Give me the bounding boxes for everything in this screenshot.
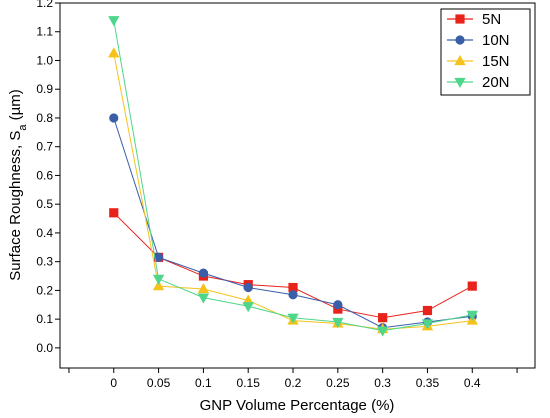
- data-point-20N: [376, 326, 389, 337]
- y-tick-label: 0.0: [36, 341, 53, 355]
- x-tick-label: 0.15: [237, 376, 261, 390]
- x-tick-label: 0.3: [374, 376, 391, 390]
- y-tick-label: 0.4: [36, 226, 53, 240]
- series-5N: [109, 208, 477, 323]
- series-line-5N: [113, 212, 473, 319]
- data-point-20N: [332, 317, 344, 329]
- y-tick-label: 0.6: [36, 168, 53, 182]
- data-point-20N: [287, 313, 299, 324]
- legend-label: 15N: [482, 53, 510, 70]
- data-point-20N: [197, 293, 210, 304]
- x-tick-label: 0.4: [464, 376, 481, 390]
- data-point-10N: [333, 300, 343, 310]
- x-tick-label: 0.1: [195, 376, 212, 390]
- y-tick-label: 0.7: [36, 140, 53, 154]
- data-point-20N: [152, 274, 165, 285]
- data-point-20N: [421, 319, 434, 330]
- y-tick-label: 1.2: [36, 0, 53, 10]
- y-tick-label: 0.2: [36, 283, 53, 297]
- y-tick-label: 1.1: [36, 25, 53, 39]
- series-20N: [108, 16, 478, 337]
- data-point-20N: [466, 310, 478, 321]
- data-point-10N: [243, 282, 253, 293]
- data-point-15N: [108, 47, 120, 58]
- data-point-15N: [197, 282, 210, 294]
- x-tick-label: 0.2: [285, 376, 302, 390]
- data-point-5N: [378, 313, 388, 323]
- x-tick-label: 0.35: [416, 376, 440, 390]
- y-tick-label: 0.1: [36, 312, 53, 326]
- legend-marker: [454, 77, 466, 89]
- y-tick-label: 0.3: [36, 255, 53, 269]
- data-point-5N: [467, 281, 477, 291]
- data-point-10N: [288, 290, 298, 300]
- legend-label: 5N: [482, 11, 501, 28]
- data-point-20N: [242, 302, 254, 313]
- legend-label: 10N: [482, 32, 510, 49]
- x-axis-title: GNP Volume Percentage (%): [200, 397, 395, 414]
- data-point-5N: [422, 305, 433, 316]
- y-tick-label: 0.5: [36, 197, 53, 211]
- x-tick-label: 0: [110, 376, 117, 390]
- data-point-15N: [152, 280, 165, 291]
- legend-marker: [455, 35, 465, 45]
- legend-marker: [454, 54, 466, 66]
- data-point-10N: [109, 113, 119, 123]
- data-point-20N: [108, 16, 120, 27]
- y-tick-label: 1.0: [36, 53, 53, 67]
- x-tick-label: 0.05: [147, 376, 171, 390]
- y-tick-label: 0.9: [36, 82, 53, 96]
- legend: 5N 10N 15N 20N: [440, 8, 531, 96]
- data-point-5N: [109, 208, 119, 218]
- series-10N: [109, 113, 477, 333]
- legend-marker: [455, 14, 465, 24]
- data-point-10N: [198, 268, 208, 278]
- x-tick-label: 0.25: [326, 376, 350, 390]
- y-tick-label: 0.8: [36, 111, 53, 125]
- y-axis-title: Surface Roughness, Sa (µm): [7, 89, 29, 281]
- plot-frame: [59, 2, 536, 369]
- legend-label: 20N: [482, 74, 510, 91]
